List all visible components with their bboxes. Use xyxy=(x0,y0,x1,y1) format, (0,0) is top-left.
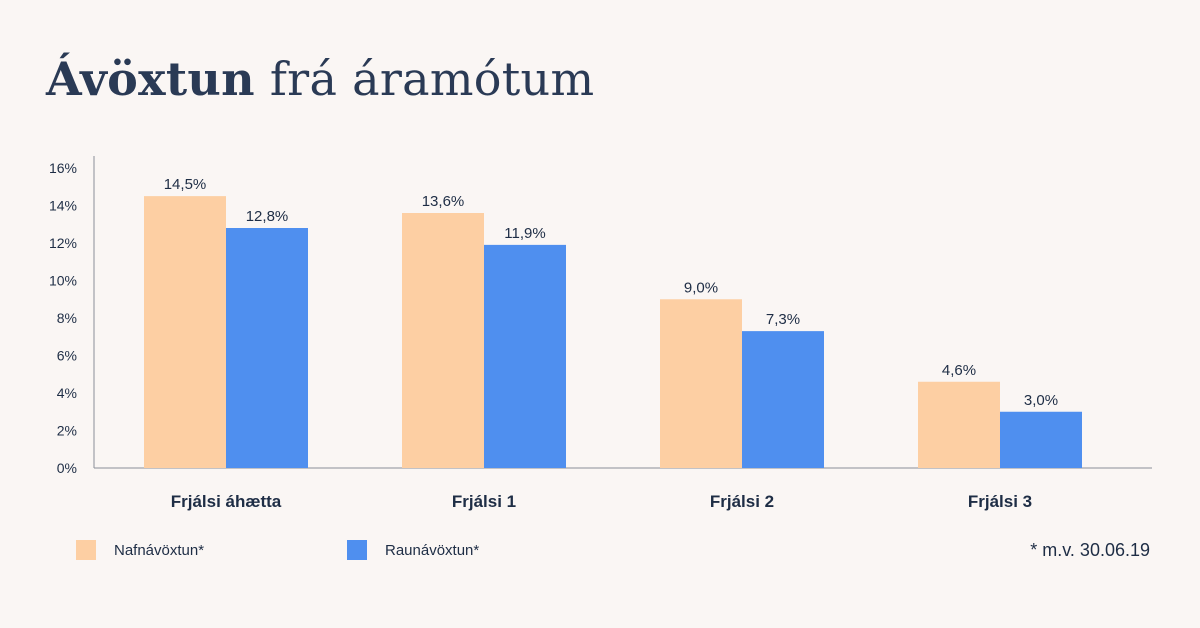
data-label: 11,9% xyxy=(504,225,545,242)
bar xyxy=(742,331,824,468)
bar xyxy=(226,228,308,468)
y-tick-label: 0% xyxy=(57,460,77,476)
y-tick-label: 10% xyxy=(49,273,77,289)
bar xyxy=(1000,411,1082,468)
legend-item-nafnavoxtun: Nafnávöxtun* xyxy=(76,540,204,560)
legend-label-nafnavoxtun: Nafnávöxtun* xyxy=(114,541,205,559)
y-tick-label: 14% xyxy=(49,198,77,214)
legend-swatch-nafnavoxtun xyxy=(76,540,96,560)
x-category-label: Frjálsi 2 xyxy=(710,492,774,511)
data-label: 3,0% xyxy=(1024,392,1058,409)
y-tick-label: 6% xyxy=(57,348,77,364)
bar xyxy=(402,213,484,468)
legend-label-raunavoxtun: Raunávöxtun* xyxy=(385,541,480,559)
bar xyxy=(484,244,566,468)
data-label: 14,5% xyxy=(164,176,207,193)
data-label: 12,8% xyxy=(246,208,289,225)
x-category-label: Frjálsi 1 xyxy=(452,492,516,511)
chart-title: Ávöxtun frá áramótum xyxy=(46,52,594,106)
chart-title-rest: frá áramótum xyxy=(269,52,595,106)
y-tick-label: 12% xyxy=(49,235,77,251)
y-tick-label: 16% xyxy=(49,160,77,176)
bar xyxy=(918,381,1000,468)
data-label: 9,0% xyxy=(684,279,718,296)
y-tick-label: 8% xyxy=(57,310,77,326)
x-category-label: Frjálsi áhætta xyxy=(171,492,282,511)
chart-title-bold: Ávöxtun xyxy=(46,52,255,106)
footnote: * m.v. 30.06.19 xyxy=(1030,540,1150,560)
data-label: 7,3% xyxy=(766,311,800,328)
x-category-label: Frjálsi 3 xyxy=(968,492,1032,511)
bar xyxy=(660,299,742,468)
legend-swatch-raunavoxtun xyxy=(347,540,367,560)
y-tick-label: 4% xyxy=(57,385,77,401)
data-label: 4,6% xyxy=(942,362,976,379)
y-tick-label: 2% xyxy=(57,423,77,439)
data-label: 13,6% xyxy=(422,193,465,210)
bar xyxy=(144,196,226,468)
legend-item-raunavoxtun: Raunávöxtun* xyxy=(347,540,479,560)
